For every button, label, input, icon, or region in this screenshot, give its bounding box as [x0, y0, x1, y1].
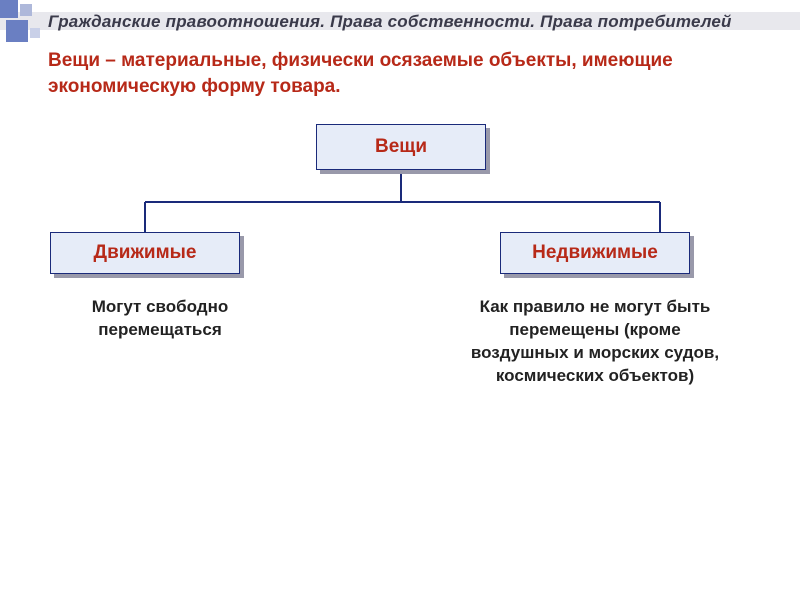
tree-child-node: Недвижимые: [500, 232, 690, 274]
tree-child-description: Как правило не могут быть перемещены (кр…: [470, 296, 720, 388]
slide-title: Гражданские правоотношения. Права собств…: [48, 12, 732, 32]
tree-child-node: Движимые: [50, 232, 240, 274]
header-square: [20, 4, 32, 16]
tree-child-label: Движимые: [94, 242, 197, 264]
tree-child-description: Могут свободно перемещаться: [50, 296, 270, 342]
slide-subtitle: Вещи – материальные, физически осязаемые…: [48, 48, 770, 99]
header-square: [30, 28, 40, 38]
tree-root-node: Вещи: [316, 124, 486, 170]
header-square: [0, 0, 18, 18]
tree-child-label: Недвижимые: [532, 242, 658, 264]
tree-root-label: Вещи: [375, 136, 427, 158]
header-square: [6, 20, 28, 42]
